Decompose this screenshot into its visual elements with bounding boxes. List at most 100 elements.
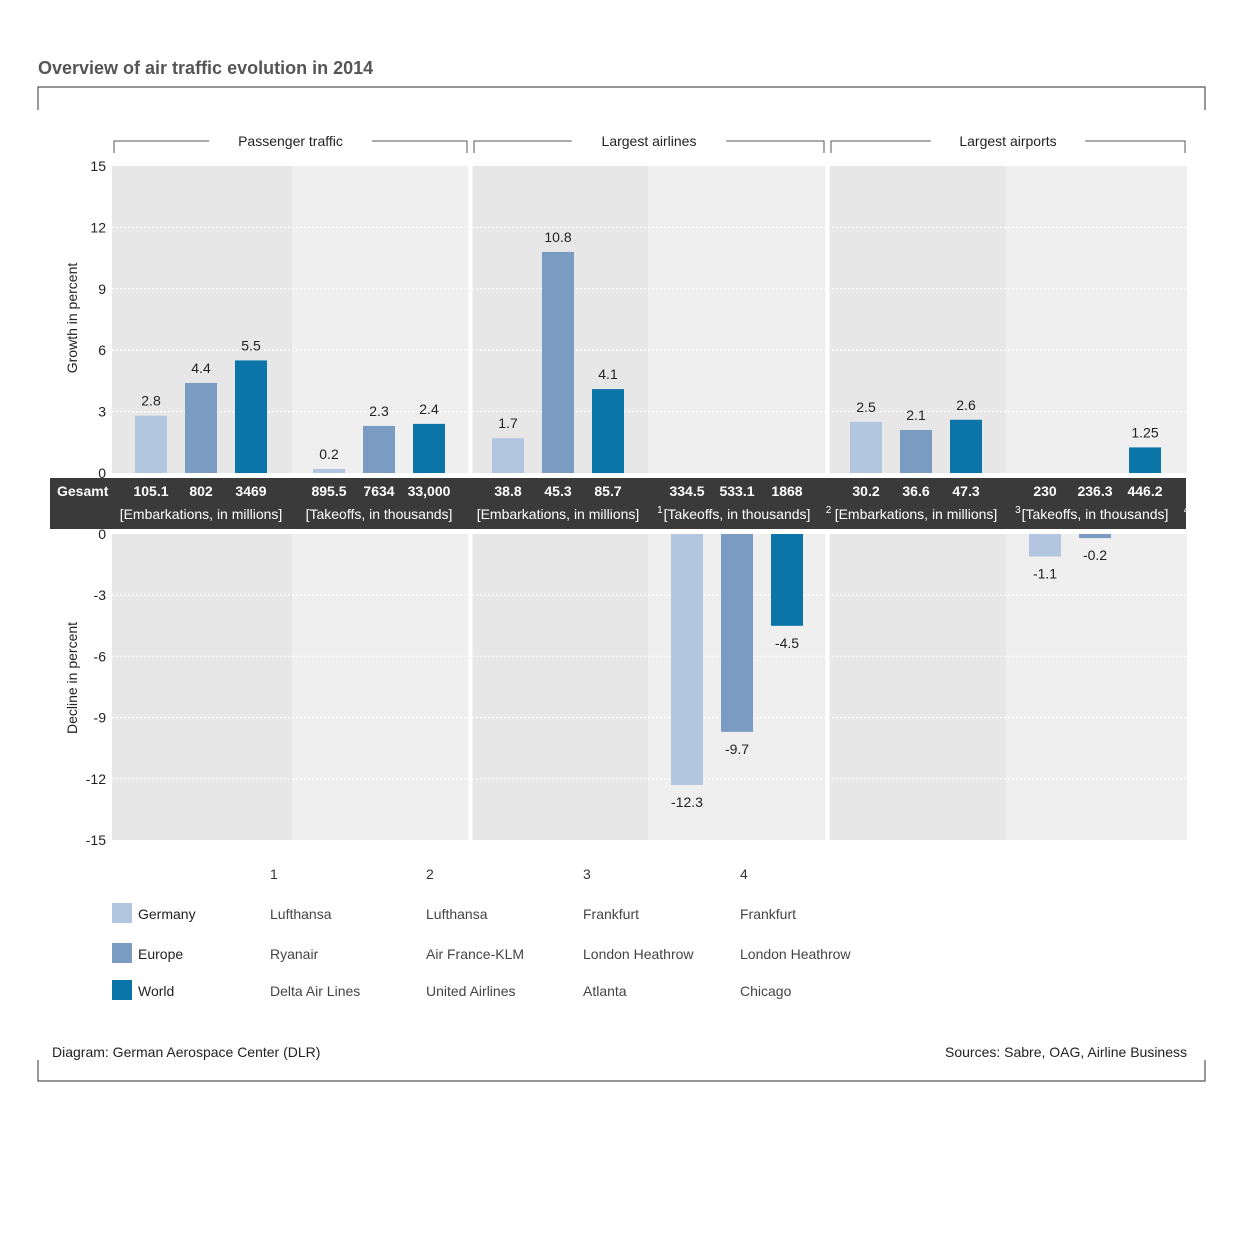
footnote-mark: 4 — [1184, 505, 1190, 516]
bar-world — [235, 360, 267, 473]
bar-world — [1129, 447, 1161, 473]
total-value: 45.3 — [544, 483, 571, 499]
unit-label: [Takeoffs, in thousands] — [306, 506, 453, 522]
y-tick-bottom: 0 — [98, 526, 106, 542]
unit-label: [Embarkations, in millions] — [477, 506, 640, 522]
group-header: Largest airlines — [602, 133, 697, 149]
totals-label: Gesamt — [57, 483, 109, 499]
panel-bg-3-left-bottom — [829, 534, 1006, 840]
value-label: 2.3 — [369, 403, 389, 419]
y-tick-top: 3 — [98, 404, 106, 420]
group-bracket — [830, 140, 1186, 153]
top-frame — [37, 86, 1206, 110]
y-tick-bottom: -6 — [94, 648, 107, 664]
footnote-mark: 2 — [826, 505, 832, 516]
bar-world — [771, 534, 803, 626]
total-value: 802 — [189, 483, 213, 499]
legend-entry: Lufthansa — [270, 906, 332, 922]
bar-europe — [900, 430, 932, 473]
y-tick-bottom: -15 — [86, 832, 106, 848]
panel-bg-2-right-top — [648, 166, 826, 473]
group-header: Passenger traffic — [238, 133, 343, 149]
bar-germany — [492, 438, 524, 473]
value-label: -1.1 — [1033, 565, 1057, 581]
bar-germany — [671, 534, 703, 785]
legend-column-header: 4 — [740, 866, 748, 882]
unit-label: [Embarkations, in millions] — [835, 506, 998, 522]
legend-column-header: 1 — [270, 866, 278, 882]
bar-germany — [313, 468, 345, 473]
value-label: 10.8 — [544, 229, 571, 245]
y-axis-title-decline: Decline in percent — [64, 622, 80, 734]
value-label: 4.4 — [191, 360, 211, 376]
panel-bg-1-right-top — [292, 166, 469, 473]
chart-title: Overview of air traffic evolution in 201… — [38, 58, 374, 78]
legend-entry: Lufthansa — [426, 906, 488, 922]
value-label: 5.5 — [241, 337, 261, 353]
y-tick-bottom: -9 — [94, 710, 107, 726]
bar-europe — [1079, 534, 1111, 539]
value-label: 2.6 — [956, 397, 976, 413]
legend-entry: Frankfurt — [740, 906, 796, 922]
legend-entry: Atlanta — [583, 983, 627, 999]
value-label: 2.4 — [419, 401, 439, 417]
total-value: 1868 — [771, 483, 802, 499]
value-label: 2.8 — [141, 393, 161, 409]
value-label: 2.5 — [856, 399, 876, 415]
legend-column-header: 3 — [583, 866, 591, 882]
bar-world — [592, 389, 624, 473]
y-tick-bottom: -12 — [86, 771, 106, 787]
y-tick-bottom: -3 — [94, 587, 107, 603]
total-value: 38.8 — [494, 483, 521, 499]
unit-label: [Takeoffs, in thousands] — [1022, 506, 1169, 522]
panel-bg-3-right-bottom — [1006, 534, 1187, 840]
legend-series-name: Europe — [138, 946, 183, 962]
panel-bg-1-left-bottom — [112, 534, 292, 840]
legend-series-name: Germany — [138, 906, 196, 922]
group-bracket — [113, 140, 468, 153]
bar-world — [950, 419, 982, 473]
value-label: -12.3 — [671, 794, 703, 810]
footnote-mark: 1 — [657, 505, 663, 516]
legend-entry: Delta Air Lines — [270, 983, 360, 999]
bar-europe — [542, 251, 574, 473]
y-tick-top: 9 — [98, 281, 106, 297]
total-value: 895.5 — [311, 483, 346, 499]
total-value: 36.6 — [902, 483, 929, 499]
bar-germany — [135, 415, 167, 473]
legend-entry: United Airlines — [426, 983, 516, 999]
group-bracket — [473, 140, 825, 153]
total-value: 446.2 — [1127, 483, 1162, 499]
y-tick-top: 15 — [90, 158, 106, 174]
legend-series-name: World — [138, 983, 174, 999]
bar-germany — [850, 421, 882, 473]
legend-entry: Chicago — [740, 983, 792, 999]
value-label: 0.2 — [319, 446, 339, 462]
y-tick-top: 0 — [98, 465, 106, 481]
unit-label: [Embarkations, in millions] — [120, 506, 283, 522]
y-axis-title-growth: Growth in percent — [64, 263, 80, 374]
total-value: 230 — [1033, 483, 1057, 499]
value-label: 4.1 — [598, 366, 618, 382]
total-value: 3469 — [235, 483, 266, 499]
legend-column-header: 2 — [426, 866, 434, 882]
legend-entry: Air France-KLM — [426, 946, 524, 962]
footnote-mark: 3 — [1015, 505, 1021, 516]
total-value: 533.1 — [719, 483, 754, 499]
panel-bg-2-left-bottom — [472, 534, 648, 840]
diagram-credit: Diagram: German Aerospace Center (DLR) — [52, 1044, 321, 1060]
sources-credit: Sources: Sabre, OAG, Airline Business — [945, 1044, 1187, 1060]
value-label: -0.2 — [1083, 547, 1107, 563]
value-label: 1.7 — [498, 415, 518, 431]
legend-entry: Ryanair — [270, 946, 319, 962]
totals-band — [50, 478, 1186, 529]
legend-swatch-germany — [112, 903, 132, 923]
value-label: -9.7 — [725, 741, 749, 757]
legend-entry: Frankfurt — [583, 906, 639, 922]
unit-label: [Takeoffs, in thousands] — [664, 506, 811, 522]
y-tick-top: 12 — [90, 219, 106, 235]
bar-world — [413, 423, 445, 473]
legend-swatch-europe — [112, 943, 132, 963]
bar-europe — [185, 382, 217, 473]
